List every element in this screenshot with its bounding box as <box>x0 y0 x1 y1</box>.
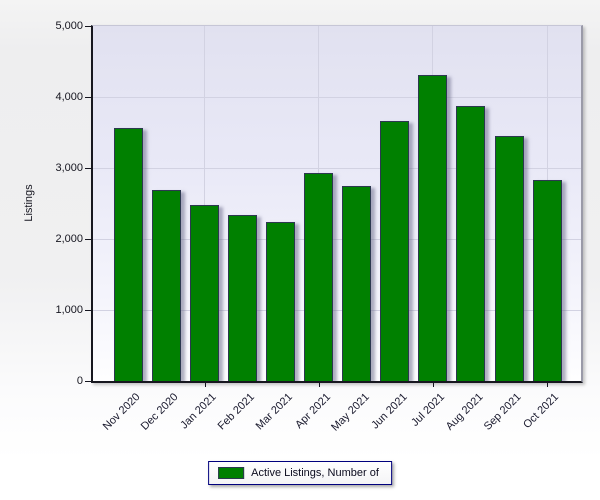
x-axis-tick <box>204 383 206 387</box>
y-axis-tick <box>85 25 91 27</box>
plot-area <box>91 25 583 383</box>
x-axis-tick-label: Apr 2021 <box>293 391 334 432</box>
bar-sep-2021 <box>494 136 524 381</box>
x-axis-tick-label: Aug 2021 <box>443 391 486 433</box>
x-axis-tick-label: Mar 2021 <box>253 391 296 433</box>
bar-may-2021 <box>342 186 372 381</box>
y-axis-tick <box>85 167 91 169</box>
y-axis-tick-label: 3,000 <box>55 162 83 174</box>
x-axis-tick-label: Jun 2021 <box>368 391 410 432</box>
bar-feb-2021 <box>228 215 258 381</box>
y-axis-tick-label: 2,000 <box>55 233 83 245</box>
y-axis-tick <box>85 96 91 98</box>
y-axis-title: Listings <box>23 184 35 222</box>
bar-jul-2021 <box>418 75 448 381</box>
bar-mar-2021 <box>266 222 296 381</box>
bar-aug-2021 <box>456 106 486 381</box>
x-axis-tick-label: Oct 2021 <box>521 391 562 432</box>
y-axis-tick <box>85 380 91 382</box>
legend-label: Active Listings, Number of <box>251 467 379 479</box>
y-axis-tick <box>85 238 91 240</box>
x-axis-tick <box>547 383 549 387</box>
x-axis-tick <box>318 383 320 387</box>
legend: Active Listings, Number of <box>208 461 392 485</box>
x-axis-tick-label: Feb 2021 <box>215 391 258 433</box>
y-axis-tick-label: 5,000 <box>55 20 83 32</box>
horizontal-gridline <box>93 310 581 311</box>
bar-nov-2020 <box>114 128 143 381</box>
x-axis-tick-label: Dec 2020 <box>139 391 182 433</box>
y-axis-tick <box>85 309 91 311</box>
y-axis-tick-label: 0 <box>76 375 83 387</box>
vertical-gridline <box>204 26 206 381</box>
x-axis-tick-label: May 2021 <box>328 391 372 434</box>
bar-oct-2021 <box>532 180 562 381</box>
bar-jun-2021 <box>380 121 410 381</box>
y-axis-tick-label: 4,000 <box>55 91 83 103</box>
y-axis-tick-label: 1,000 <box>55 304 83 316</box>
x-axis-tick-label: Sep 2021 <box>481 391 524 433</box>
legend-swatch <box>218 467 245 479</box>
horizontal-gridline <box>93 97 581 98</box>
bar-apr-2021 <box>304 173 334 381</box>
x-axis-tick-label: Jul 2021 <box>409 391 448 429</box>
x-axis-tick-label: Jan 2021 <box>178 391 220 432</box>
bar-dec-2020 <box>152 190 182 381</box>
x-axis-tick <box>432 383 434 387</box>
bar-jan-2021 <box>190 205 220 381</box>
horizontal-gridline <box>93 168 581 169</box>
horizontal-gridline <box>93 239 581 240</box>
x-axis-tick-label: Nov 2020 <box>101 391 143 433</box>
